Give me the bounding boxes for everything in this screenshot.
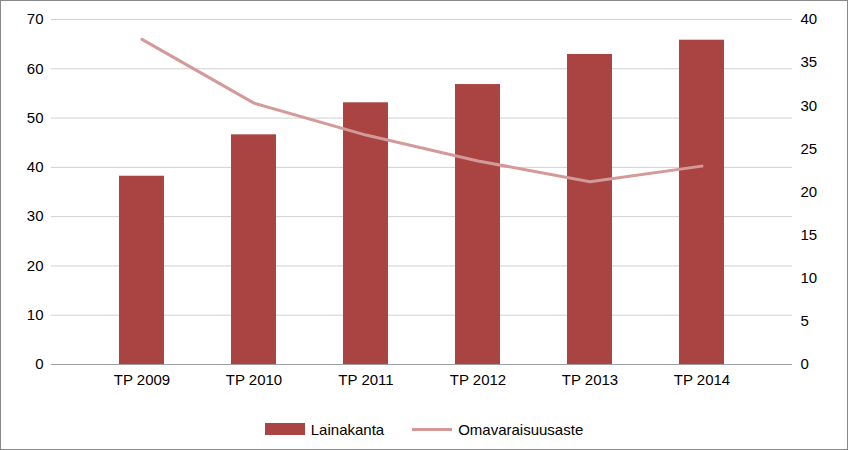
svg-text:TP 2010: TP 2010 bbox=[226, 371, 282, 388]
svg-text:TP 2009: TP 2009 bbox=[114, 371, 170, 388]
svg-text:30: 30 bbox=[801, 97, 818, 114]
svg-text:10: 10 bbox=[27, 306, 44, 323]
svg-text:70: 70 bbox=[27, 10, 44, 27]
svg-text:35: 35 bbox=[801, 53, 818, 70]
svg-text:TP 2012: TP 2012 bbox=[450, 371, 506, 388]
svg-text:20: 20 bbox=[27, 257, 44, 274]
svg-text:10: 10 bbox=[801, 269, 818, 286]
svg-text:0: 0 bbox=[35, 355, 43, 372]
svg-text:TP 2011: TP 2011 bbox=[338, 371, 393, 388]
svg-text:TP 2013: TP 2013 bbox=[562, 371, 618, 388]
svg-text:TP 2014: TP 2014 bbox=[674, 371, 730, 388]
svg-text:5: 5 bbox=[801, 312, 809, 329]
svg-text:0: 0 bbox=[801, 355, 809, 372]
html-text:Lainakanta: Lainakanta bbox=[310, 420, 385, 438]
svg-text:25: 25 bbox=[801, 140, 818, 157]
svg-text:40: 40 bbox=[801, 10, 818, 27]
svg-text:30: 30 bbox=[27, 207, 44, 224]
html-text:Omavaraisuusaste: Omavaraisuusaste bbox=[458, 420, 584, 438]
svg-text:15: 15 bbox=[801, 226, 818, 243]
svg-text:40: 40 bbox=[27, 158, 44, 175]
svg-text:50: 50 bbox=[27, 109, 44, 126]
svg-text:60: 60 bbox=[27, 60, 44, 77]
svg-text:20: 20 bbox=[801, 183, 818, 200]
